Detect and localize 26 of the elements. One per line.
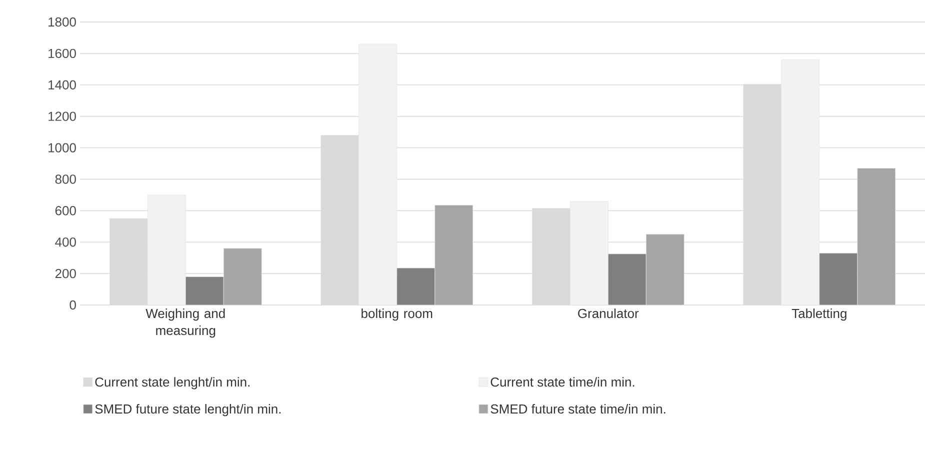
y-tick-label: 800 <box>55 174 76 184</box>
bar <box>358 44 398 305</box>
y-tick-label: 1200 <box>48 112 76 121</box>
bar <box>396 268 436 305</box>
bar <box>819 252 858 305</box>
y-tick-label: 200 <box>55 268 76 278</box>
y-tick-label: 1800 <box>48 17 76 27</box>
x-tick-label: Granulator <box>578 308 639 318</box>
bar <box>608 254 646 305</box>
y-tick-label: 1600 <box>48 48 76 58</box>
x-tick-label: Weighing and measuring <box>146 308 225 338</box>
x-tick-label: bolting room <box>362 308 432 321</box>
bar <box>570 201 608 305</box>
bar <box>185 276 224 305</box>
legend-label: Current state lenght/in min. <box>95 377 250 390</box>
y-tick-label: 0 <box>70 300 76 310</box>
legend-label: SMED future state lenght/in min. <box>95 404 281 416</box>
y-tick-label: 400 <box>55 238 76 247</box>
legend-label: SMED future state time/in min. <box>490 404 666 414</box>
bar <box>147 194 186 305</box>
bar <box>781 60 820 305</box>
x-tick-label: Tabletting <box>792 308 846 321</box>
legend-label: Current state time/in min. <box>490 377 634 387</box>
y-tick-label: 1000 <box>48 143 76 152</box>
y-tick-label: 600 <box>55 206 76 216</box>
y-tick-label: 1400 <box>48 80 76 90</box>
